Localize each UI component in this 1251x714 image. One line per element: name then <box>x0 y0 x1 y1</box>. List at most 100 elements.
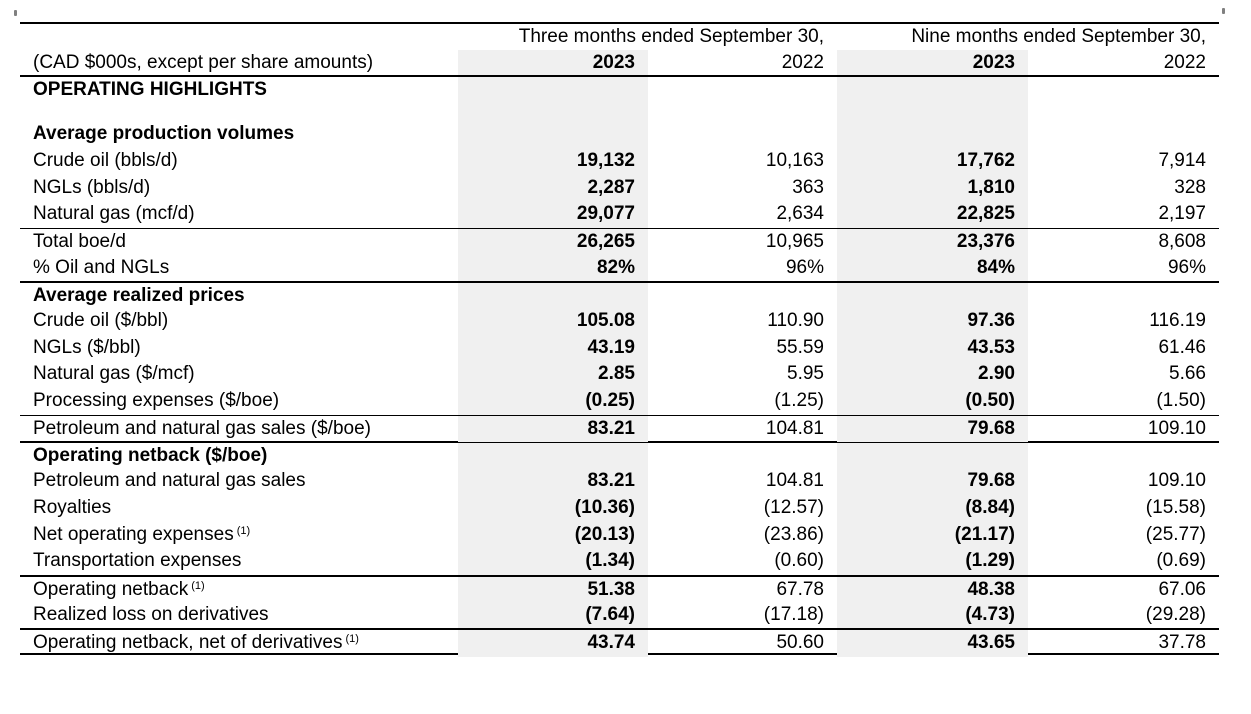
row-label: Natural gas ($/mcf) <box>20 361 458 388</box>
table-row: NGLs (bbls/d) 2,287 363 1,810 328 <box>20 174 1219 202</box>
value-cell: 43.65 <box>837 630 1028 657</box>
row-label-text: % Oil and NGLs <box>33 256 170 278</box>
value-cell <box>458 103 648 122</box>
value-cell: 8,608 <box>1158 230 1206 252</box>
value-cell: (1.50) <box>1156 390 1206 412</box>
value-cell: (12.57) <box>763 496 824 518</box>
value-cell: 55.59 <box>776 336 824 358</box>
footnote-marker: (1) <box>191 579 205 592</box>
row-label: Crude oil (bbls/d) <box>20 148 458 175</box>
section-header-row: Average realized prices <box>20 281 1219 311</box>
spacer-row <box>20 103 1219 122</box>
value-cell: 105.08 <box>458 308 648 335</box>
row-label-text: NGLs ($/bbl) <box>33 336 141 358</box>
table-row: Natural gas (mcf/d) 29,077 2,634 22,825 2,19… <box>20 201 1219 228</box>
value-cell: 82% <box>458 254 648 282</box>
artifact-mark <box>1222 8 1225 14</box>
group-header-three-months: Three months ended September 30, <box>518 26 824 47</box>
value-cell: (1.25) <box>774 390 824 412</box>
unit-label: (CAD $000s, except per share amounts) <box>33 52 374 73</box>
value-cell: (4.73) <box>837 601 1028 629</box>
value-cell: 97.36 <box>837 308 1028 335</box>
value-cell: 5.66 <box>1169 363 1206 385</box>
operating-highlights-table: Three months ended September 30, Nine mo… <box>20 22 1219 657</box>
row-label: Average production volumes <box>20 121 458 148</box>
row-label: Petroleum and natural gas sales ($/boe) <box>20 416 458 443</box>
row-label: Petroleum and natural gas sales <box>20 468 458 495</box>
value-cell <box>837 283 1028 311</box>
row-label: Processing expenses ($/boe) <box>20 388 458 415</box>
table-body: OPERATING HIGHLIGHTS Average production v… <box>20 77 1219 657</box>
row-label-text: Net operating expenses <box>33 523 234 545</box>
table-row: Transportation expenses (1.34) (0.60) (1.29… <box>20 548 1219 575</box>
row-label-text: NGLs (bbls/d) <box>33 176 151 198</box>
group-header-row: Three months ended September 30, Nine mo… <box>20 24 1219 50</box>
row-label: Total boe/d <box>20 229 458 256</box>
table-row: Processing expenses ($/boe) (0.25) (1.25) (… <box>20 388 1219 415</box>
table-row: Crude oil (bbls/d) 19,132 10,163 17,762 7,91… <box>20 147 1219 175</box>
value-cell: (25.77) <box>1145 523 1206 545</box>
value-cell: 51.38 <box>458 576 648 604</box>
value-cell: 79.68 <box>837 415 1028 443</box>
value-cell: 67.78 <box>776 578 824 600</box>
value-cell: 2,634 <box>776 203 824 225</box>
value-cell: 84% <box>837 254 1028 282</box>
value-cell: 79.68 <box>837 468 1028 495</box>
value-cell: 2.85 <box>458 361 648 389</box>
value-cell: 96% <box>785 256 824 278</box>
value-cell: (1.29) <box>837 548 1028 575</box>
value-cell <box>1028 104 1219 122</box>
value-cell: 104.81 <box>765 470 824 492</box>
year-header-2023-nine-months: 2023 <box>837 50 1028 75</box>
table-row: Petroleum and natural gas sales 83.21 104.… <box>20 468 1219 495</box>
value-cell: 43.74 <box>458 630 648 657</box>
value-cell: 48.38 <box>837 576 1028 604</box>
value-cell: 37.78 <box>1158 632 1206 654</box>
section-header-row: Average production volumes <box>20 121 1219 148</box>
row-label: NGLs ($/bbl) <box>20 335 458 362</box>
value-cell: 26,265 <box>458 228 648 256</box>
value-cell: 22,825 <box>837 201 1028 228</box>
value-cell: (1.34) <box>458 548 648 575</box>
value-cell: 2,287 <box>458 174 648 202</box>
value-cell <box>648 283 837 310</box>
value-cell: (8.84) <box>837 494 1028 522</box>
artifact-mark <box>14 10 17 16</box>
row-label-text: Processing expenses ($/boe) <box>33 390 280 412</box>
table-row: Crude oil ($/bbl) 105.08 110.90 97.36 116.19 <box>20 308 1219 335</box>
row-label-text: Operating netback <box>33 578 189 600</box>
value-cell <box>837 443 1028 471</box>
footnote-marker: (1) <box>345 633 359 646</box>
value-cell: (15.58) <box>1145 496 1206 518</box>
year-header-2023-three-months: 2023 <box>458 50 648 75</box>
value-cell: 109.10 <box>1147 417 1206 439</box>
value-cell <box>837 77 1028 104</box>
table-row: Total boe/d 26,265 10,965 23,376 8,608 <box>20 227 1219 256</box>
table-row: Natural gas ($/mcf) 2.85 5.95 2.90 5.66 <box>20 361 1219 389</box>
row-label: OPERATING HIGHLIGHTS <box>20 77 458 104</box>
value-cell <box>458 443 648 471</box>
value-cell <box>1028 121 1219 148</box>
row-label-text: Crude oil (bbls/d) <box>33 149 178 171</box>
table-row: Operating netback, net of derivatives (1)… <box>20 628 1219 657</box>
section-header-row: OPERATING HIGHLIGHTS <box>20 77 1219 104</box>
row-label-text: Total boe/d <box>33 230 126 252</box>
value-cell <box>837 103 1028 122</box>
value-cell: 50.60 <box>776 632 824 654</box>
section-header-row: Operating netback ($/boe) <box>20 441 1219 471</box>
table-row: Royalties (10.36) (12.57) (8.84) (15.58) <box>20 494 1219 522</box>
row-label: Realized loss on derivatives <box>20 602 458 629</box>
value-cell: (10.36) <box>458 494 648 522</box>
value-cell: (20.13) <box>458 521 648 549</box>
value-cell: 1,810 <box>837 174 1028 202</box>
value-cell: (29.28) <box>1145 603 1206 625</box>
value-cell: 83.21 <box>458 415 648 443</box>
footnote-marker: (1) <box>236 524 251 537</box>
value-cell <box>458 77 648 104</box>
value-cell: 328 <box>1174 176 1206 198</box>
value-cell: 17,762 <box>837 147 1028 175</box>
value-cell <box>648 104 837 122</box>
table-row: Operating netback (1) 51.38 67.78 48.38 67.06 <box>20 574 1219 604</box>
value-cell: 109.10 <box>1147 470 1206 492</box>
row-label-text: OPERATING HIGHLIGHTS <box>33 79 267 100</box>
